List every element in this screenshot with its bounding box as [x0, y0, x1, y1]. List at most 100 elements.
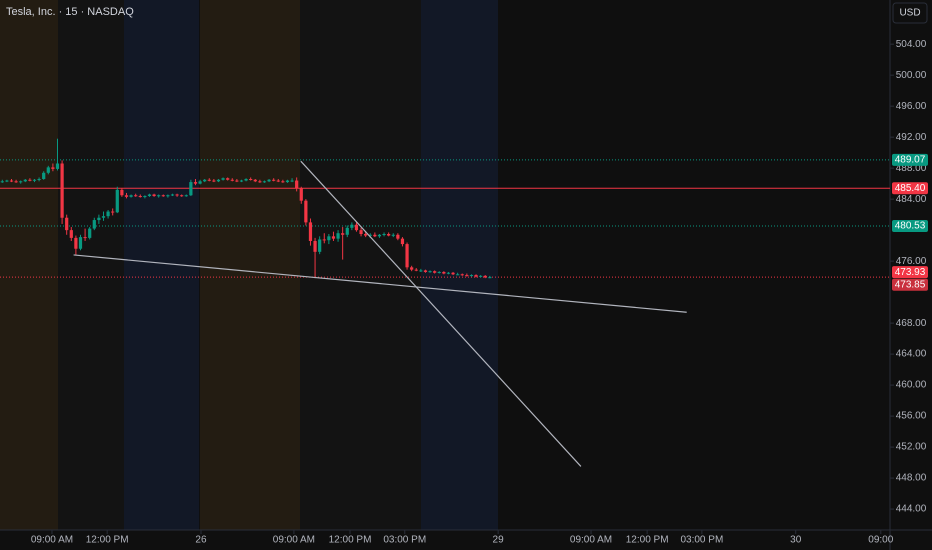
candle-body [359, 230, 363, 235]
candle-body [138, 196, 142, 198]
candle-body [460, 274, 464, 276]
x-tick-label: 26 [195, 535, 207, 546]
candle-body [479, 275, 483, 277]
candle-body [345, 227, 349, 235]
x-tick-label: 30 [790, 535, 802, 546]
candle-body [230, 179, 234, 181]
candle-body [249, 178, 253, 180]
candle-body [446, 272, 451, 274]
trend-line [300, 160, 582, 467]
candle-body [111, 211, 115, 213]
candle-body [423, 270, 428, 272]
y-tick-label: 444.00 [896, 504, 927, 515]
currency-label[interactable]: USD [899, 8, 920, 19]
candle-body [318, 239, 322, 252]
y-tick-label: 504.00 [896, 39, 927, 50]
x-tick-label: 03:00 PM [680, 535, 723, 546]
x-tick-label: 29 [493, 535, 505, 546]
candle-body [78, 237, 83, 249]
candle-body [396, 234, 400, 239]
candle-body [51, 167, 55, 169]
candle-body [295, 180, 299, 189]
x-tick-label: 03:00 PM [383, 535, 426, 546]
candle-body [281, 181, 285, 183]
candle-body [115, 189, 119, 213]
candle-body [285, 180, 290, 183]
candle-body [32, 179, 37, 181]
candle-body [28, 179, 32, 181]
candle-body [193, 182, 198, 184]
candle-body [180, 195, 184, 197]
candle-body [5, 180, 9, 182]
candle-body [327, 236, 331, 241]
currency-button[interactable] [892, 2, 928, 24]
candle-body [235, 180, 239, 182]
candle-body [258, 181, 262, 183]
price-label-box [892, 278, 928, 291]
candle-body [465, 275, 469, 277]
candle-body [101, 216, 106, 218]
candle-body [42, 172, 46, 179]
regular-session [58, 0, 124, 530]
premarket-session [200, 0, 300, 530]
price-label: 485.40 [895, 183, 926, 194]
x-tick-label: 12:00 PM [86, 535, 129, 546]
candle-body [157, 195, 161, 197]
candle-body [354, 224, 359, 231]
y-tick-label: 460.00 [896, 380, 927, 391]
candle-body [364, 234, 368, 236]
candle-body [0, 181, 4, 183]
y-tick-label: 456.00 [896, 411, 927, 422]
candle-body [83, 237, 87, 239]
candle-body [226, 178, 230, 180]
candle-body [161, 195, 165, 197]
postmarket-session [124, 0, 199, 530]
candle-body [166, 195, 170, 197]
postmarket-session [421, 0, 498, 530]
y-tick-label: 468.00 [896, 318, 927, 329]
price-label: 473.85 [895, 279, 926, 290]
candle-body [400, 238, 405, 245]
y-tick-label: 488.00 [896, 163, 927, 174]
symbol-title: Tesla, Inc. · 15 · NASDAQ [6, 6, 134, 18]
candle-body [212, 180, 216, 182]
candle-body [69, 230, 73, 238]
candle-body [405, 244, 409, 268]
candle-body [55, 163, 60, 169]
candle-body [456, 274, 460, 276]
candle-body [184, 195, 188, 197]
y-tick-label: 452.00 [896, 442, 927, 453]
candle-body [483, 275, 487, 278]
candle-body [189, 182, 193, 196]
candle-body [221, 178, 225, 180]
price-label-box [892, 182, 928, 195]
candle-body [65, 217, 69, 231]
y-tick-label: 476.00 [896, 256, 927, 267]
candle-body [322, 239, 326, 241]
candle-body [120, 189, 124, 196]
candle-body [442, 271, 446, 274]
candle-body [308, 222, 313, 241]
candle-body [88, 228, 92, 238]
x-tick-label: 12:00 PM [626, 535, 669, 546]
candle-body [23, 179, 27, 182]
candle-body [336, 233, 340, 239]
candle-body [419, 270, 423, 272]
candle-body [391, 234, 395, 236]
candle-body [134, 195, 138, 197]
candle-body [433, 271, 437, 273]
candle-body [124, 195, 129, 197]
price-label: 473.93 [895, 267, 926, 278]
candle-body [350, 224, 354, 228]
candle-body [97, 217, 101, 221]
candle-body [203, 179, 207, 182]
y-tick-label: 464.00 [896, 349, 927, 360]
y-tick-label: 500.00 [896, 70, 927, 81]
candle-body [74, 237, 78, 249]
candle-body [170, 194, 175, 196]
candle-body [143, 196, 147, 198]
candle-body [410, 267, 414, 270]
x-tick-label: 12:00 PM [329, 535, 372, 546]
candle-body [198, 181, 202, 184]
